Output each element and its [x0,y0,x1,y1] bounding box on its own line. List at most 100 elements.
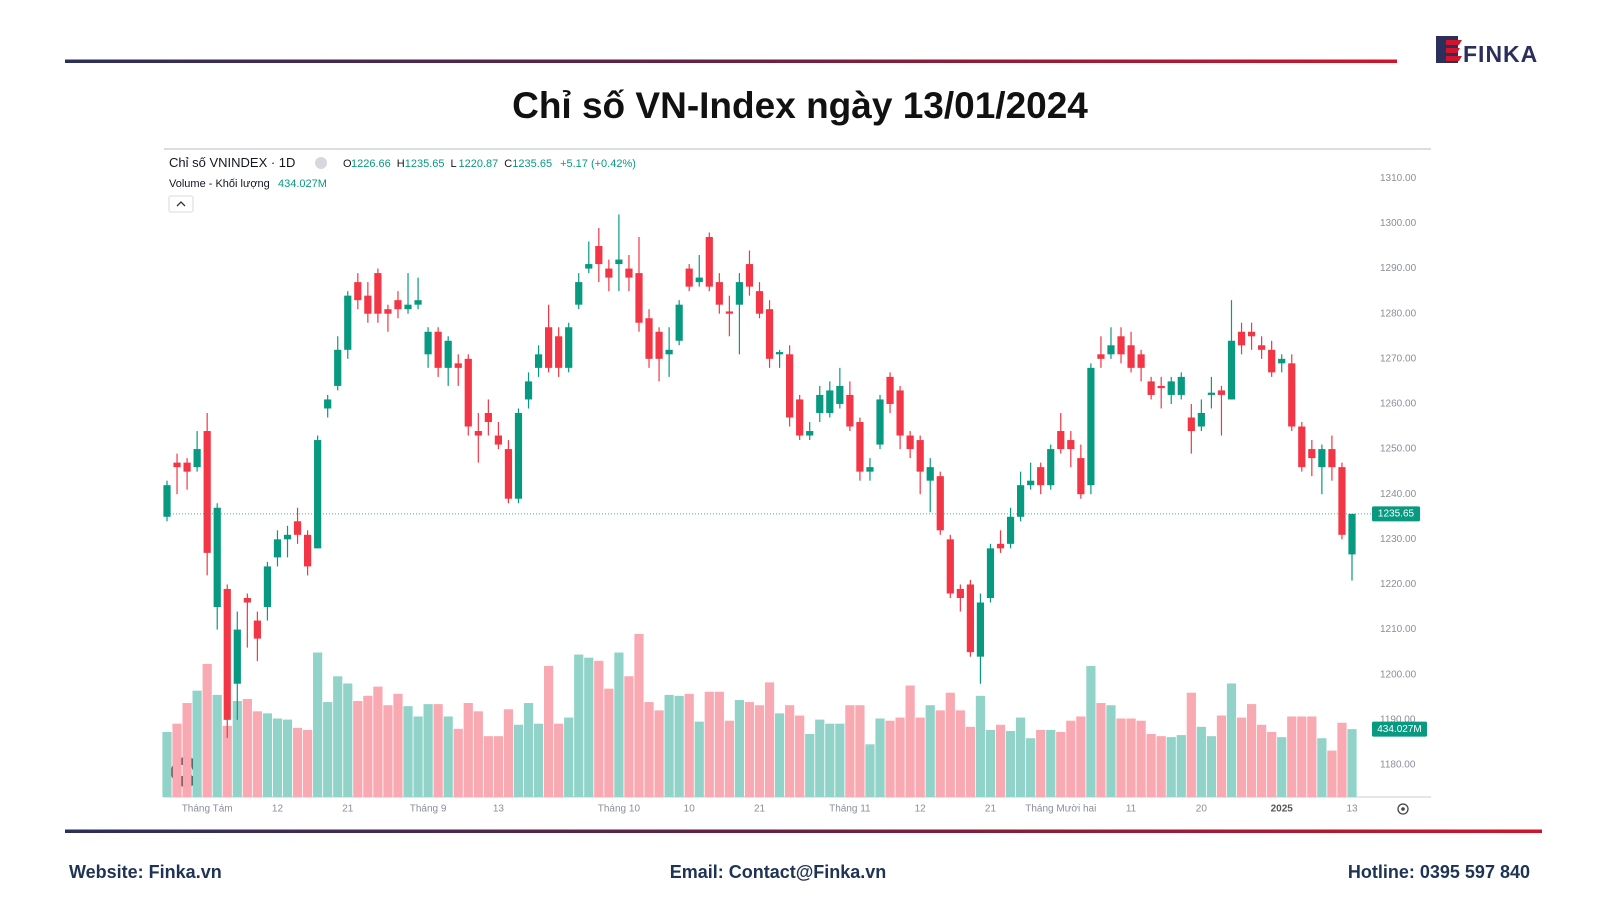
volume-bar [272,718,283,797]
volume-bar [343,683,353,797]
candle-body [775,352,784,355]
legend-value: 1220.87 [459,158,499,170]
candle-body [1157,385,1165,389]
y-tick-label: 1270.00 [1380,353,1417,364]
candle-body [595,246,603,265]
volume-bar [252,711,262,797]
volume-bar [1226,683,1237,797]
volume-bar [172,723,182,797]
volume-bar [1036,729,1046,797]
y-tick-label: 1220.00 [1380,579,1417,590]
volume-bar [443,716,453,797]
volume-bar [1186,692,1196,797]
footer-rule [65,829,1542,833]
candle-body [605,268,613,278]
volume-bar [554,723,564,797]
candle-body [193,449,201,468]
volume-bar [835,723,845,797]
x-tick-label: 10 [684,804,696,815]
candle-body [645,318,653,359]
x-tick-label: Tháng Tám [182,804,233,815]
candle-body [223,588,231,720]
footer-hotline: Hotline: 0395 597 840 [1348,862,1530,882]
x-tick-label: 20 [1196,804,1208,815]
volume-bar [614,652,624,797]
candle-body [786,354,794,418]
volume-bar [423,704,433,797]
candle-body [243,597,251,603]
y-tick-label: 1190.00 [1380,714,1416,725]
candle-body [1177,376,1185,395]
candle-body [444,340,452,368]
volume-bar [845,705,855,797]
legend-key: L [451,158,457,170]
candle-body [836,385,844,404]
candle-body [856,422,864,472]
symbol: Chỉ số VNINDEX · 1D [169,155,295,170]
volume-bar [1066,720,1076,797]
volume-bar [182,703,192,797]
candle-body [585,264,593,269]
y-tick-label: 1200.00 [1380,669,1417,680]
candle-body [1258,345,1266,350]
volume-bar [594,660,604,797]
candle-body [394,300,402,310]
legend-key: O [343,158,352,170]
volume-bar [302,729,313,797]
legend-key: H [397,158,405,170]
candle-body [575,282,583,305]
volume-bar [734,700,745,797]
volume-bar [282,719,293,797]
settings[interactable] [1397,803,1409,815]
collapse-button[interactable] [168,195,194,213]
volume-bar [1206,736,1217,797]
candle-body [474,431,482,436]
x-tick-label: 21 [985,804,997,815]
candle-body [183,462,191,472]
volume-bar [584,657,594,797]
candle-body [906,435,914,450]
y-tick-label: 1250.00 [1380,444,1417,455]
footer-email: Email: Contact@Finka.vn [670,862,887,882]
volume-bar [403,706,413,797]
volume-bar [1216,715,1227,797]
volume-bar [513,724,524,797]
candle-body [705,236,713,287]
candle-body [565,327,573,368]
chart: 1180.00 1190.00 1200.00 1210.00 1220.00 1230.… [162,173,1427,815]
x-tick-label: 13 [493,804,505,815]
candle-body [1298,426,1306,468]
candle-body [695,277,703,283]
volume-bar [885,720,895,797]
candle-body [424,331,432,355]
candle-body [1006,516,1015,544]
volume-bar [1317,738,1327,797]
volume-bar [453,728,463,797]
volume-bar [935,710,945,797]
volume-bar [232,700,242,797]
candle-body [414,300,422,305]
volume-bar [815,719,825,797]
volume-bar [764,682,775,797]
legend-change: +5.17 (+0.42%) [560,158,636,170]
candle-body [1097,354,1105,359]
volume-bar [774,713,785,797]
volume-bar [795,715,805,797]
volume-bar [483,736,493,797]
volume-bar [1076,716,1086,797]
volume-bar [684,693,694,797]
settings-icon[interactable] [1397,803,1409,815]
volume-bar [1116,718,1126,797]
volume-bar [1257,724,1267,797]
volume-bar [754,705,765,797]
y-tick-label: 1230.00 [1380,534,1417,545]
candle-body [1348,513,1356,555]
volume-bar [1196,726,1206,797]
candle-body [545,327,553,368]
volume-bar [533,723,544,797]
candle-body [253,620,261,639]
volume-bar [523,703,534,797]
candle-body [1107,345,1115,355]
header-rule [65,59,1397,63]
candle-body [303,534,312,567]
